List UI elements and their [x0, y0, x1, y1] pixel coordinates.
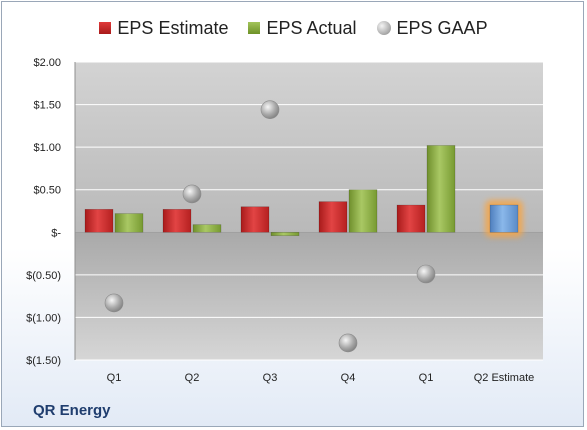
y-tick-label: $(1.50): [26, 355, 61, 367]
bar-actual: [192, 224, 222, 233]
bar-estimate: [84, 208, 114, 233]
bar-actual: [114, 213, 144, 233]
legend-swatch-actual: [248, 22, 261, 34]
x-tick-label: Q1: [419, 372, 434, 384]
bar-actual: [348, 189, 378, 233]
bar-estimate-projection: [489, 204, 519, 233]
bar-estimate: [162, 208, 192, 233]
y-tick-label: $0.50: [33, 185, 61, 197]
point-gaap: [416, 264, 436, 284]
bar-actual: [270, 231, 300, 236]
x-tick-label: Q3: [263, 372, 278, 384]
y-tick-label: $2.00: [33, 57, 61, 69]
legend-item-actual: EPS Actual: [248, 17, 357, 39]
chart-legend: EPS Estimate EPS Actual EPS GAAP: [0, 16, 587, 40]
bar-estimate: [240, 206, 270, 233]
legend-label-estimate: EPS Estimate: [117, 17, 229, 38]
company-name: QR Energy: [33, 402, 111, 419]
bar-estimate: [318, 201, 348, 233]
y-tick-label: $(1.00): [26, 312, 61, 324]
point-gaap: [104, 293, 124, 313]
bar-actual: [426, 145, 456, 233]
legend-label-gaap: EPS GAAP: [396, 17, 488, 38]
legend-label-actual: EPS Actual: [266, 17, 357, 38]
x-tick-label: Q4: [341, 372, 356, 384]
point-gaap: [260, 100, 280, 119]
x-tick-label: Q2 Estimate: [474, 372, 535, 384]
x-tick-label: Q1: [107, 372, 122, 384]
point-gaap: [182, 184, 202, 204]
plot-area-negative: [75, 232, 543, 360]
bar-estimate: [396, 204, 426, 233]
y-tick-label: $(0.50): [26, 270, 61, 282]
y-tick-label: $1.00: [33, 142, 61, 154]
legend-swatch-estimate: [99, 22, 112, 34]
legend-item-gaap: EPS GAAP: [376, 17, 488, 39]
y-tick-label: $-: [51, 227, 61, 239]
legend-item-estimate: EPS Estimate: [99, 18, 228, 39]
legend-swatch-gaap: [376, 21, 391, 35]
point-gaap: [338, 333, 358, 353]
x-tick-label: Q2: [185, 372, 200, 384]
y-tick-label: $1.50: [33, 100, 61, 112]
